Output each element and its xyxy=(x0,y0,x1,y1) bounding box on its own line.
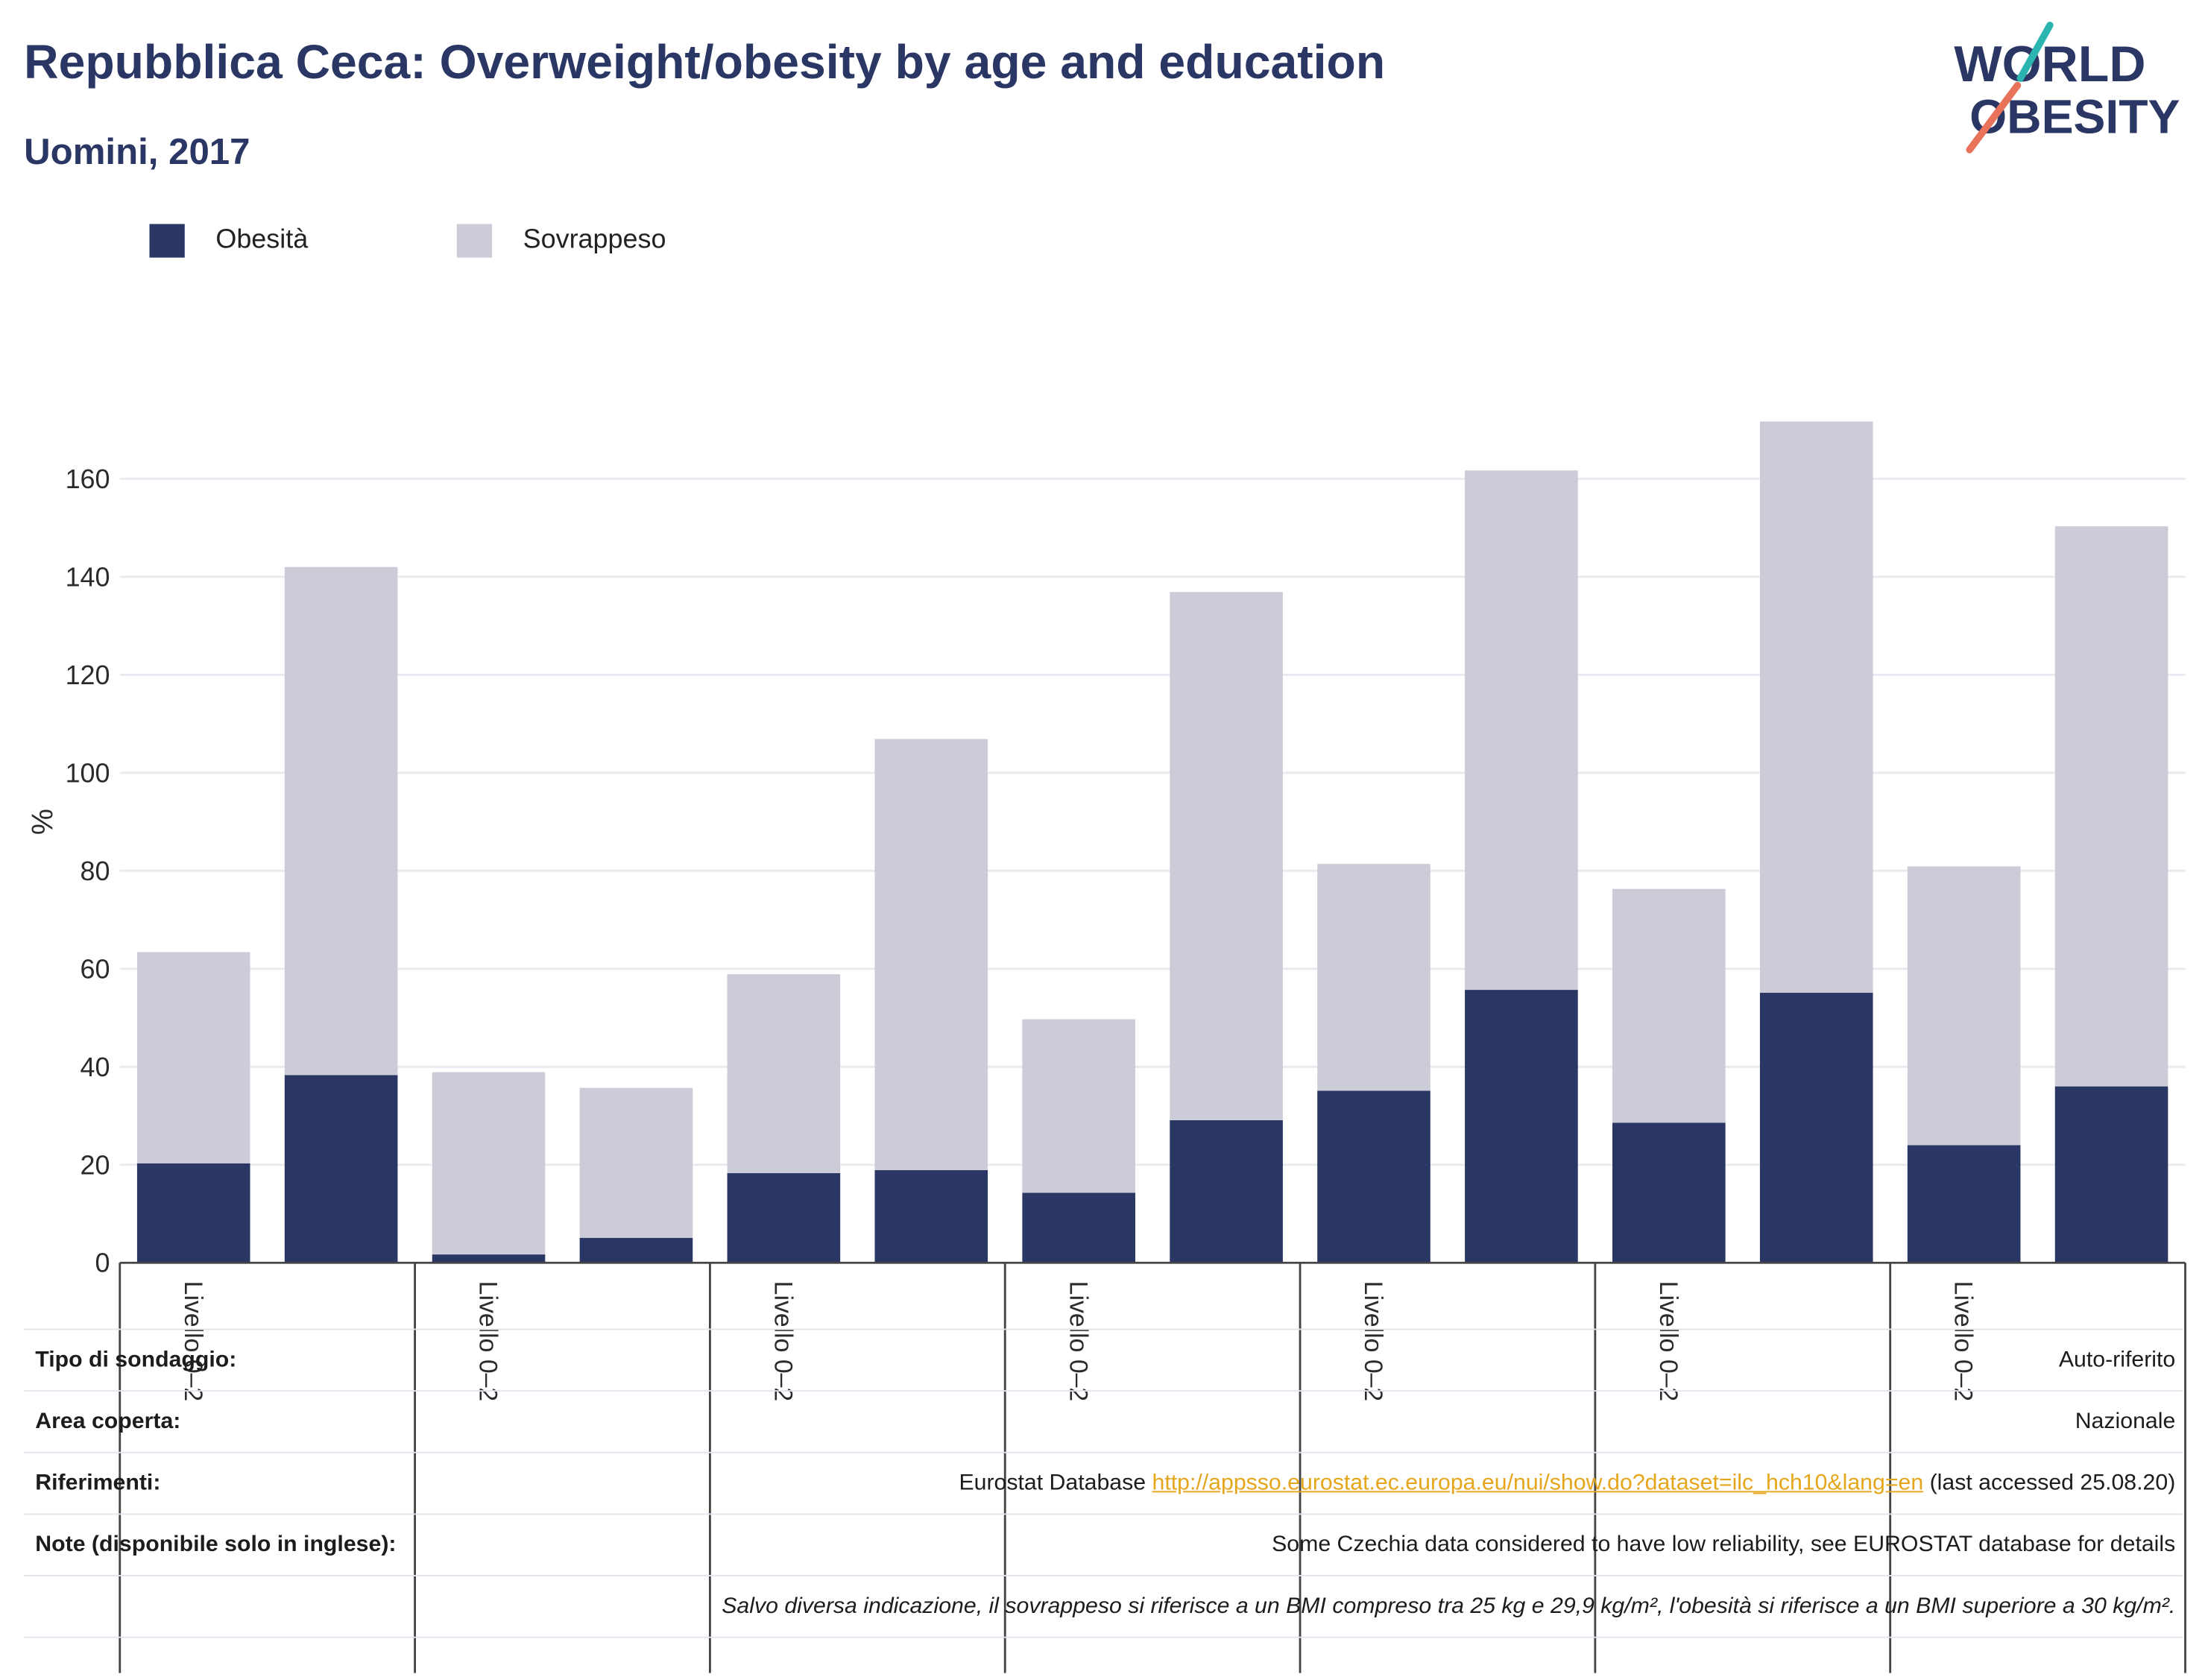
chart-title: Repubblica Ceca: Overweight/obesity by a… xyxy=(24,36,1386,90)
survey-type-label: Tipo di sondaggio: xyxy=(35,1347,237,1371)
y-tick-label: 140 xyxy=(66,562,110,592)
x-tick-label: Livello 0–2 xyxy=(1654,1281,1682,1402)
references-accessed: (last accessed 25.08.20) xyxy=(1923,1471,2176,1495)
y-tick-label: 120 xyxy=(66,660,110,690)
overweight-bar-13 xyxy=(1907,866,2021,1146)
obesity-bar-5 xyxy=(727,1172,841,1263)
references-link[interactable]: http://appsso.eurostat.ec.europa.eu/nui/… xyxy=(1152,1471,1924,1495)
survey-info-table: Tipo di sondaggio: Auto-riferito Area co… xyxy=(24,1328,2183,1638)
overweight-bar-11 xyxy=(1612,888,1726,1123)
logo-slash-bottom xyxy=(1966,81,2022,154)
overweight-bar-6 xyxy=(874,739,988,1171)
survey-type-row: Tipo di sondaggio: Auto-riferito xyxy=(24,1330,2183,1392)
x-tick-label: Livello 0–2 xyxy=(1064,1281,1092,1402)
overweight-bar-10 xyxy=(1465,470,1578,991)
survey-type-value: Auto-riferito xyxy=(2058,1347,2176,1371)
y-tick-label: 60 xyxy=(81,954,110,984)
logo-slash-top xyxy=(2016,22,2054,82)
obesity-bar-10 xyxy=(1465,990,1578,1263)
overweight-bar-3 xyxy=(432,1072,546,1255)
notes-value: Some Czechia data considered to have low… xyxy=(1272,1532,2176,1556)
overweight-bar-8 xyxy=(1170,592,1283,1120)
overweight-bar-5 xyxy=(727,974,841,1173)
x-axis: Livello 0–2 Livello 0–2 Livello 0–2 Livello… xyxy=(119,1263,2186,1673)
y-tick-label: 40 xyxy=(81,1052,110,1082)
area-covered-value: Nazionale xyxy=(2075,1409,2176,1433)
overweight-bar-2 xyxy=(284,566,398,1076)
references-source: Eurostat Database xyxy=(959,1471,1152,1495)
obesity-bar-3 xyxy=(432,1254,546,1263)
notes-row: Note (disponibile solo in inglese): Some… xyxy=(24,1515,2183,1576)
logo-slash-icon xyxy=(1966,22,2054,154)
x-tick-label: Livello 0–2 xyxy=(474,1281,502,1402)
y-axis-title: % xyxy=(27,809,60,835)
logo-text-world: WORLD xyxy=(1954,34,2146,92)
bmi-definition-text: Salvo diversa indicazione, il sovrappeso… xyxy=(722,1594,2176,1618)
obesity-bar-6 xyxy=(874,1170,988,1263)
references-row: Riferimenti: Eurostat Database http://ap… xyxy=(24,1453,2183,1515)
obesity-bar-14 xyxy=(2054,1086,2168,1263)
overweight-bar-4 xyxy=(579,1087,693,1238)
overweight-bar-14 xyxy=(2054,526,2168,1087)
chart-subtitle: Uomini, 2017 xyxy=(24,130,250,173)
legend-swatch-obesity xyxy=(149,224,185,258)
obesity-bar-13 xyxy=(1907,1145,2021,1263)
obesity-bar-11 xyxy=(1612,1122,1726,1263)
obesity-bar-8 xyxy=(1170,1120,1283,1263)
x-tick-label: Livello 0–2 xyxy=(179,1281,207,1402)
bmi-definition-row: Salvo diversa indicazione, il sovrappeso… xyxy=(24,1576,2183,1638)
references-label: Riferimenti: xyxy=(35,1471,161,1495)
obesity-bar-1 xyxy=(136,1163,250,1263)
overweight-bar-9 xyxy=(1317,864,1430,1091)
x-tick-label: Livello 0–2 xyxy=(1949,1281,1978,1402)
notes-label: Note (disponibile solo in inglese): xyxy=(35,1532,397,1556)
legend-label-obesity: Obesità xyxy=(215,225,309,255)
area-covered-row: Area coperta: Nazionale xyxy=(24,1392,2183,1453)
obesity-bar-2 xyxy=(284,1075,398,1263)
obesity-bar-12 xyxy=(1759,993,1873,1263)
overweight-bar-1 xyxy=(136,952,250,1163)
y-tick-label: 20 xyxy=(81,1150,110,1180)
obesity-bar-4 xyxy=(579,1237,693,1263)
y-tick-label: 160 xyxy=(66,464,110,494)
bars xyxy=(136,421,2168,1263)
y-tick-label: 100 xyxy=(66,758,110,788)
area-covered-label: Area coperta: xyxy=(35,1409,181,1433)
x-tick-label: Livello 0–2 xyxy=(1359,1281,1387,1402)
obesity-bar-9 xyxy=(1317,1090,1430,1263)
obesity-bar-7 xyxy=(1022,1193,1135,1263)
overweight-bar-7 xyxy=(1022,1019,1135,1193)
y-tick-label: 0 xyxy=(95,1248,110,1278)
overweight-bar-12 xyxy=(1759,421,1873,994)
legend-swatch-overweight xyxy=(456,224,493,258)
legend-label-overweight: Sovrappeso xyxy=(523,225,666,255)
references-value: Eurostat Database http://appsso.eurostat… xyxy=(959,1471,2182,1496)
x-tick-label: Livello 0–2 xyxy=(769,1281,797,1402)
y-tick-label: 80 xyxy=(81,856,110,886)
